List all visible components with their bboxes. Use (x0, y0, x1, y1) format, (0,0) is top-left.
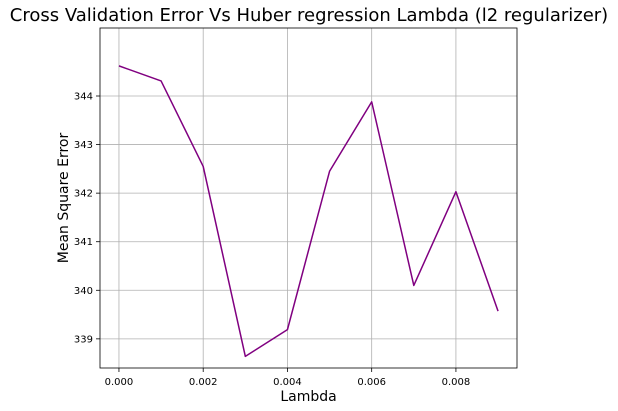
chart-title: Cross Validation Error Vs Huber regressi… (10, 5, 608, 26)
x-tick-label: 0.008 (442, 377, 471, 388)
y-tick-label: 342 (74, 189, 93, 200)
y-tick-label: 344 (74, 92, 93, 103)
series-line (118, 65, 499, 358)
y-tick-label: 341 (74, 237, 93, 248)
x-tick-label: 0.000 (105, 377, 134, 388)
x-axis-label: Lambda (280, 389, 336, 405)
y-tick-label: 339 (74, 334, 93, 345)
y-tick-label: 343 (74, 140, 93, 151)
x-tick-label: 0.004 (273, 377, 302, 388)
y-axis-label: Mean Square Error (56, 133, 72, 264)
x-tick-label: 0.006 (357, 377, 386, 388)
x-tick-label: 0.002 (189, 377, 218, 388)
grid-lines (100, 28, 517, 368)
y-tick-label: 340 (74, 286, 93, 297)
plot-frame (99, 27, 518, 369)
axis-ticks: 0.000 0.002 0.004 0.006 0.008 339 340 341 342 343… (74, 92, 470, 389)
plot-area (118, 65, 499, 358)
